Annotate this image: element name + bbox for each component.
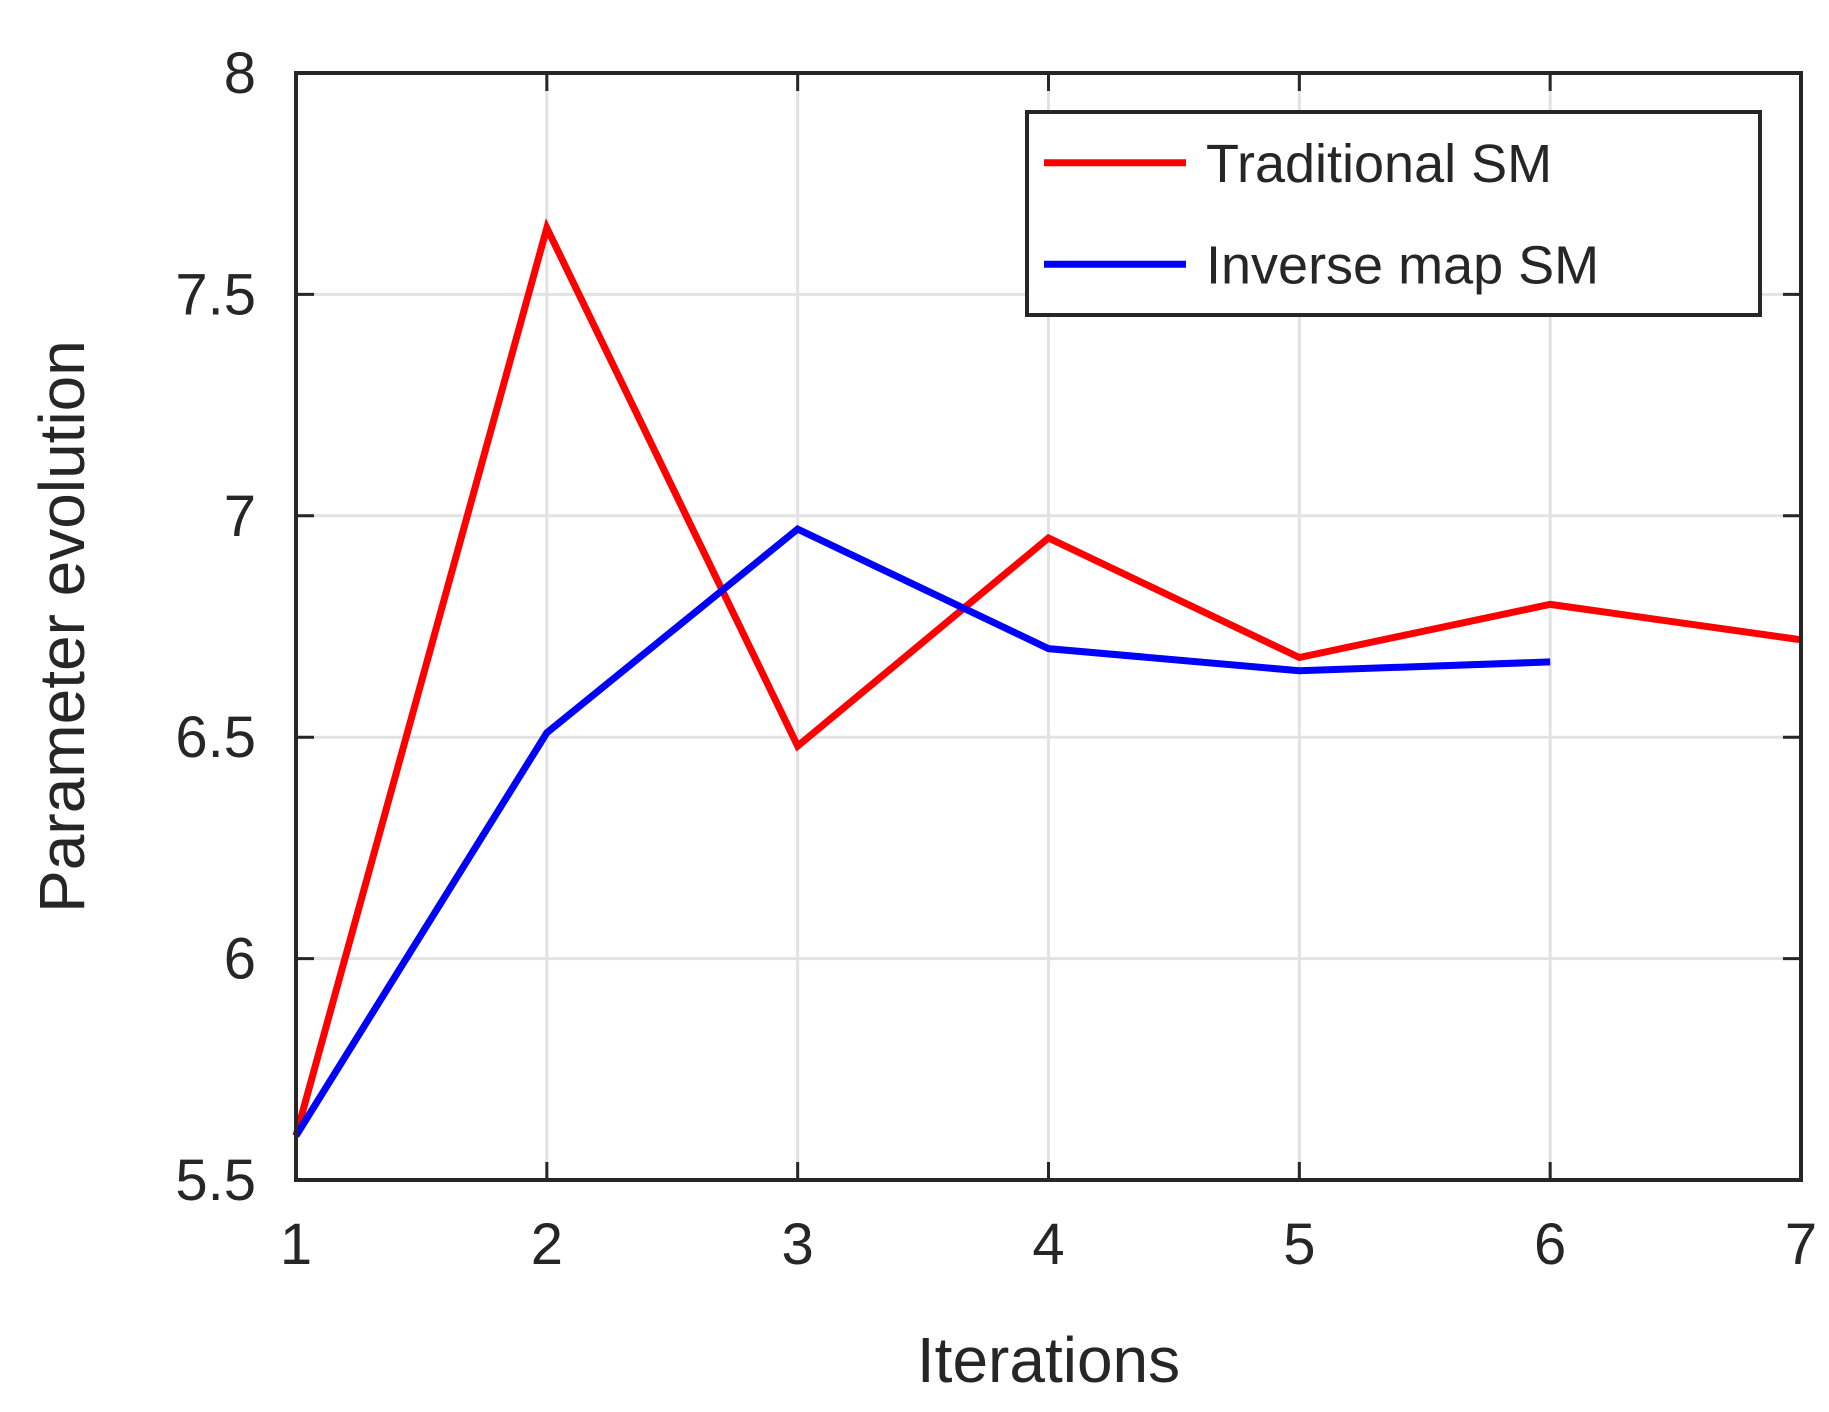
x-tick-label: 4 xyxy=(1032,1212,1064,1277)
y-tick-label: 7.5 xyxy=(175,262,256,327)
y-tick-label: 7 xyxy=(224,484,256,549)
series-line xyxy=(293,524,1551,1138)
tick-labels: 1 2 3 4 5 6 7 5.5 6 6.5 7 7.5 8 xyxy=(175,41,1817,1277)
y-tick-label: 8 xyxy=(224,41,256,106)
legend-box xyxy=(1025,110,1762,317)
x-tick-label: 2 xyxy=(531,1212,563,1277)
y-tick-label: 6 xyxy=(224,927,256,992)
x-tick-label: 1 xyxy=(280,1212,312,1277)
x-tick-label: 5 xyxy=(1283,1212,1315,1277)
y-tick-label: 6.5 xyxy=(175,705,256,770)
series-line xyxy=(292,218,1802,1137)
data-series xyxy=(292,218,1802,1138)
x-tick-label: 6 xyxy=(1534,1212,1566,1277)
y-axis-label: Parameter evolution xyxy=(26,340,98,913)
legend: Traditional SM Inverse map SM xyxy=(1025,110,1762,317)
x-tick-label: 3 xyxy=(782,1212,814,1277)
x-tick-label: 7 xyxy=(1785,1212,1817,1277)
y-tick-label: 5.5 xyxy=(175,1148,256,1213)
x-axis-label: Iterations xyxy=(917,1324,1180,1396)
axis-ticks xyxy=(294,71,1803,1182)
legend-item-label: Inverse map SM xyxy=(1206,235,1599,295)
legend-item-label: Traditional SM xyxy=(1206,134,1552,194)
